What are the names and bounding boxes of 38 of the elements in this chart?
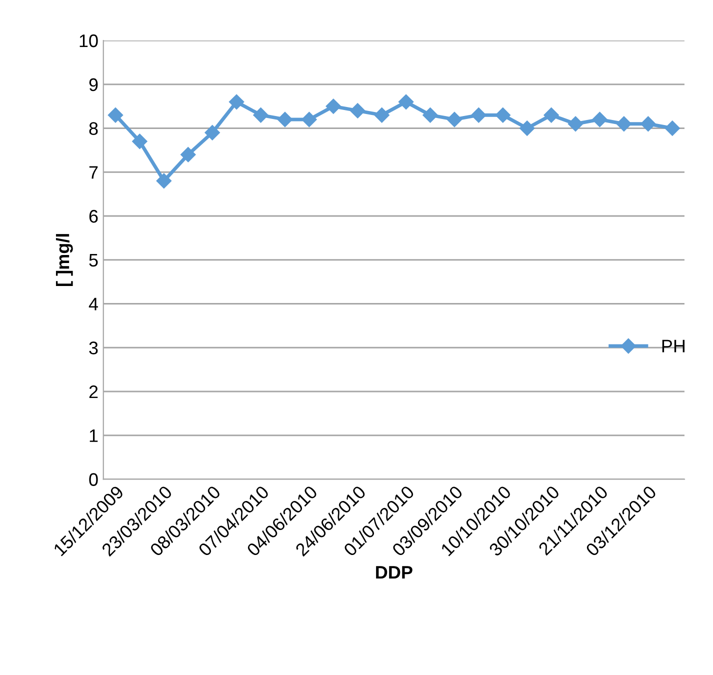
point [132,134,148,149]
point [374,108,390,123]
y-axis-title: [ ]mg/l [56,234,73,286]
point [180,147,196,162]
point [495,108,510,123]
y-tick-label: 0 [89,473,98,486]
point [640,116,656,132]
y-tick-label: 3 [89,342,98,354]
point [592,112,608,128]
point [228,94,244,110]
point [277,112,293,128]
point [156,173,172,188]
point [471,108,486,123]
point [108,108,124,123]
point [616,116,632,132]
y-tick-label: 8 [89,122,98,135]
point [446,112,462,128]
x-axis-title: DDP [376,566,412,579]
point [204,125,220,140]
y-tick-label: 4 [88,298,98,310]
point [520,120,535,136]
point [350,103,366,118]
point [422,108,438,123]
y-tick-label: 6 [89,210,98,223]
y-tick-label: 2 [89,385,98,398]
point [302,112,317,128]
point [398,94,414,110]
legend-label: PH [662,340,684,352]
point [568,116,584,132]
y-tick-label: 1 [90,429,98,442]
y-tick-label: 7 [89,166,98,179]
point [253,108,268,123]
point [664,120,680,136]
y-tick-label: 9 [89,78,98,92]
point [544,108,559,123]
y-tick-label: 10 [80,34,98,48]
y-tick-label: 5 [89,254,98,267]
point [326,98,341,114]
